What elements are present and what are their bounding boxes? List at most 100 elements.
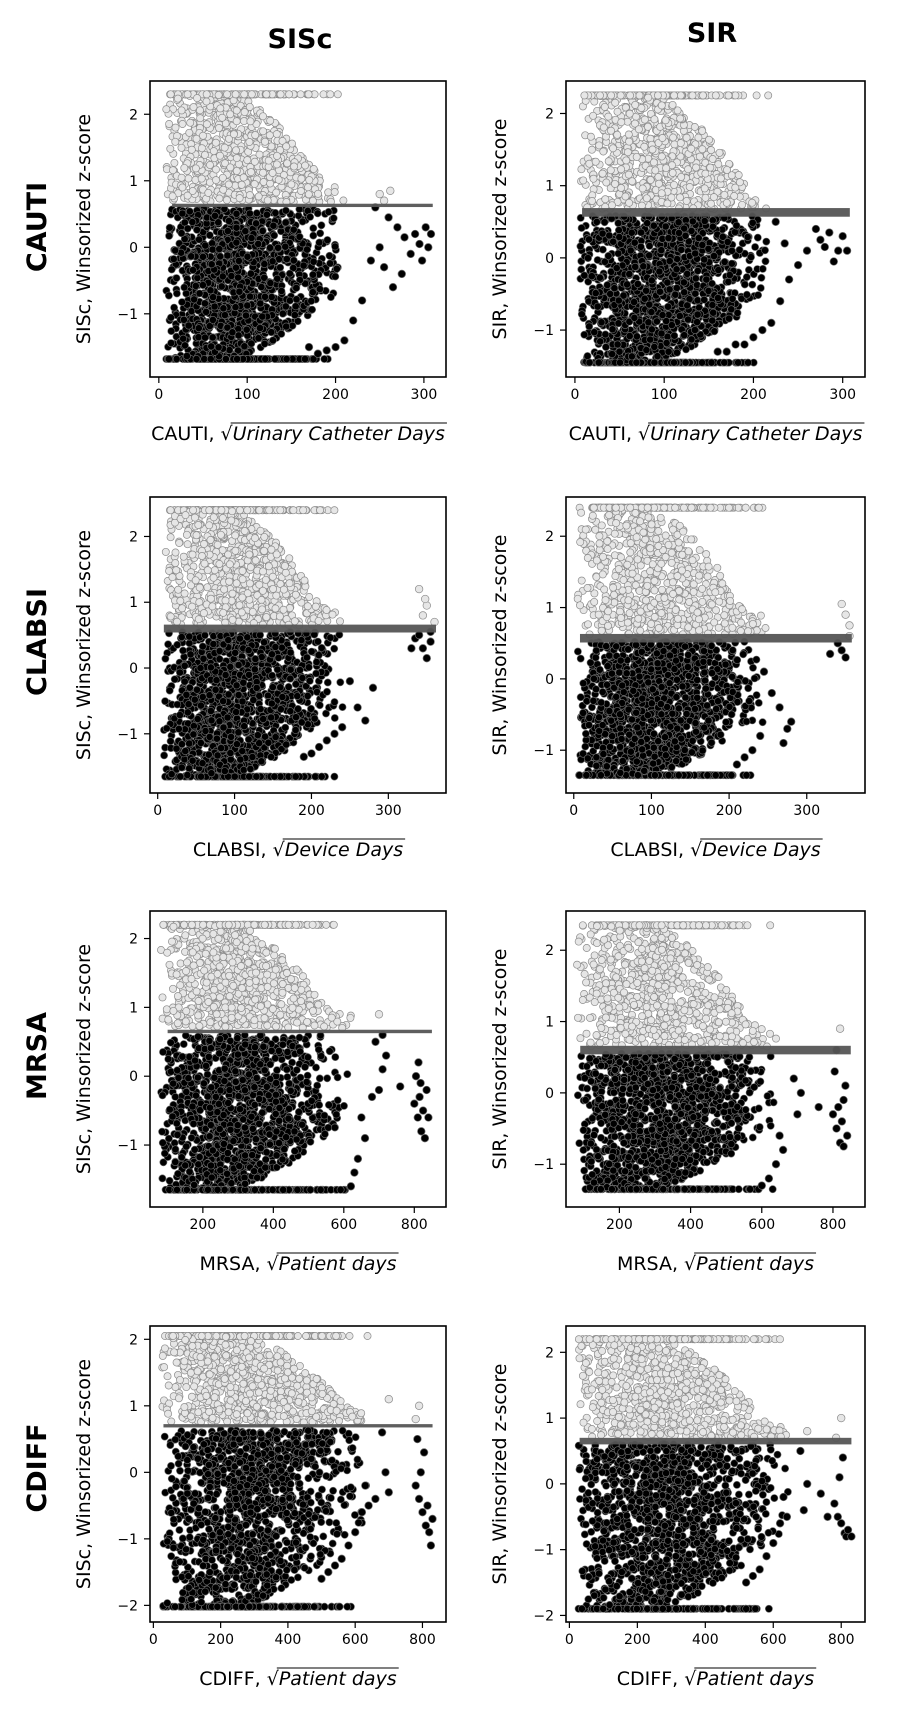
point-above — [653, 91, 662, 100]
point-above — [711, 91, 720, 100]
point-below — [208, 315, 217, 324]
point-above — [698, 126, 707, 135]
point-below — [225, 346, 234, 354]
point-above — [214, 91, 223, 99]
point-above — [657, 152, 666, 161]
point-above — [250, 157, 259, 166]
point-above — [596, 91, 604, 100]
x-tick-label: 100 — [651, 387, 678, 403]
point-outlier — [758, 325, 767, 335]
point-below — [291, 302, 300, 311]
point-below — [278, 309, 287, 318]
point-below — [604, 251, 613, 260]
point-above — [752, 91, 761, 100]
point-below — [761, 257, 770, 266]
point-above — [283, 159, 292, 168]
point-below — [649, 221, 658, 230]
point-below — [202, 307, 210, 316]
point-below — [228, 328, 237, 337]
point-below — [644, 318, 653, 327]
point-below — [218, 272, 227, 281]
point-below — [633, 332, 641, 341]
point-below — [290, 311, 299, 319]
point-below — [201, 241, 210, 250]
point-below — [593, 302, 602, 311]
point-below — [653, 317, 661, 326]
point-below — [269, 336, 277, 345]
point-above — [285, 90, 294, 99]
point-above — [598, 169, 607, 178]
point-above — [635, 91, 644, 100]
point-below — [303, 245, 311, 254]
point-above — [731, 91, 740, 100]
point-above — [628, 177, 637, 186]
point-below — [325, 251, 334, 260]
point-above — [304, 183, 312, 192]
point-above — [215, 194, 224, 203]
point-below — [612, 264, 621, 272]
point-above — [297, 187, 305, 195]
point-below — [181, 341, 189, 350]
point-below — [329, 214, 338, 223]
point-above — [692, 163, 700, 172]
point-below — [596, 337, 605, 346]
point-above — [216, 104, 225, 113]
point-above — [599, 123, 608, 132]
point-outlier — [397, 269, 406, 279]
point-above — [211, 138, 220, 147]
point-above — [200, 150, 209, 159]
plot-area — [162, 90, 436, 363]
point-above — [177, 143, 186, 152]
point-above — [259, 112, 267, 121]
point-outlier — [825, 228, 834, 237]
point-below — [256, 324, 264, 332]
point-above — [676, 139, 685, 148]
point-below — [747, 253, 755, 261]
point-below — [664, 302, 672, 311]
point-below — [179, 315, 188, 324]
x-tick-label: 200 — [740, 387, 767, 403]
point-outlier — [349, 316, 358, 325]
point-below — [234, 273, 242, 282]
point-below — [727, 305, 736, 314]
point-below — [753, 233, 762, 242]
point-outlier — [406, 249, 415, 259]
point-below — [748, 218, 757, 227]
point-below — [276, 263, 285, 272]
point-below — [270, 231, 279, 240]
point-below — [614, 319, 623, 328]
point-above — [609, 144, 617, 153]
point-below — [658, 311, 667, 319]
row-title-cdiff: CDIFF — [22, 1423, 53, 1512]
point-above — [579, 176, 588, 185]
point-outlier — [393, 223, 402, 232]
point-outlier — [834, 246, 843, 255]
point-below — [214, 343, 223, 352]
plot-area — [160, 506, 439, 781]
point-above — [613, 130, 622, 139]
point-below — [232, 223, 241, 232]
point-below — [261, 355, 270, 363]
point-above — [638, 184, 647, 193]
point-below — [281, 218, 290, 227]
point-above — [604, 157, 613, 166]
point-above — [657, 189, 666, 198]
point-above — [272, 130, 281, 139]
point-above — [701, 193, 710, 202]
point-below — [627, 228, 636, 237]
point-above — [297, 174, 306, 183]
point-below — [628, 352, 636, 361]
point-above — [624, 130, 633, 139]
point-below — [326, 293, 335, 301]
point-below — [170, 303, 178, 312]
point-above — [243, 156, 252, 165]
point-below — [698, 358, 706, 367]
point-above — [226, 163, 235, 172]
point-below — [179, 334, 188, 343]
point-below — [728, 246, 736, 255]
point-below — [258, 226, 267, 235]
point-above — [296, 90, 305, 99]
point-below — [664, 347, 673, 356]
point-above — [255, 150, 264, 159]
